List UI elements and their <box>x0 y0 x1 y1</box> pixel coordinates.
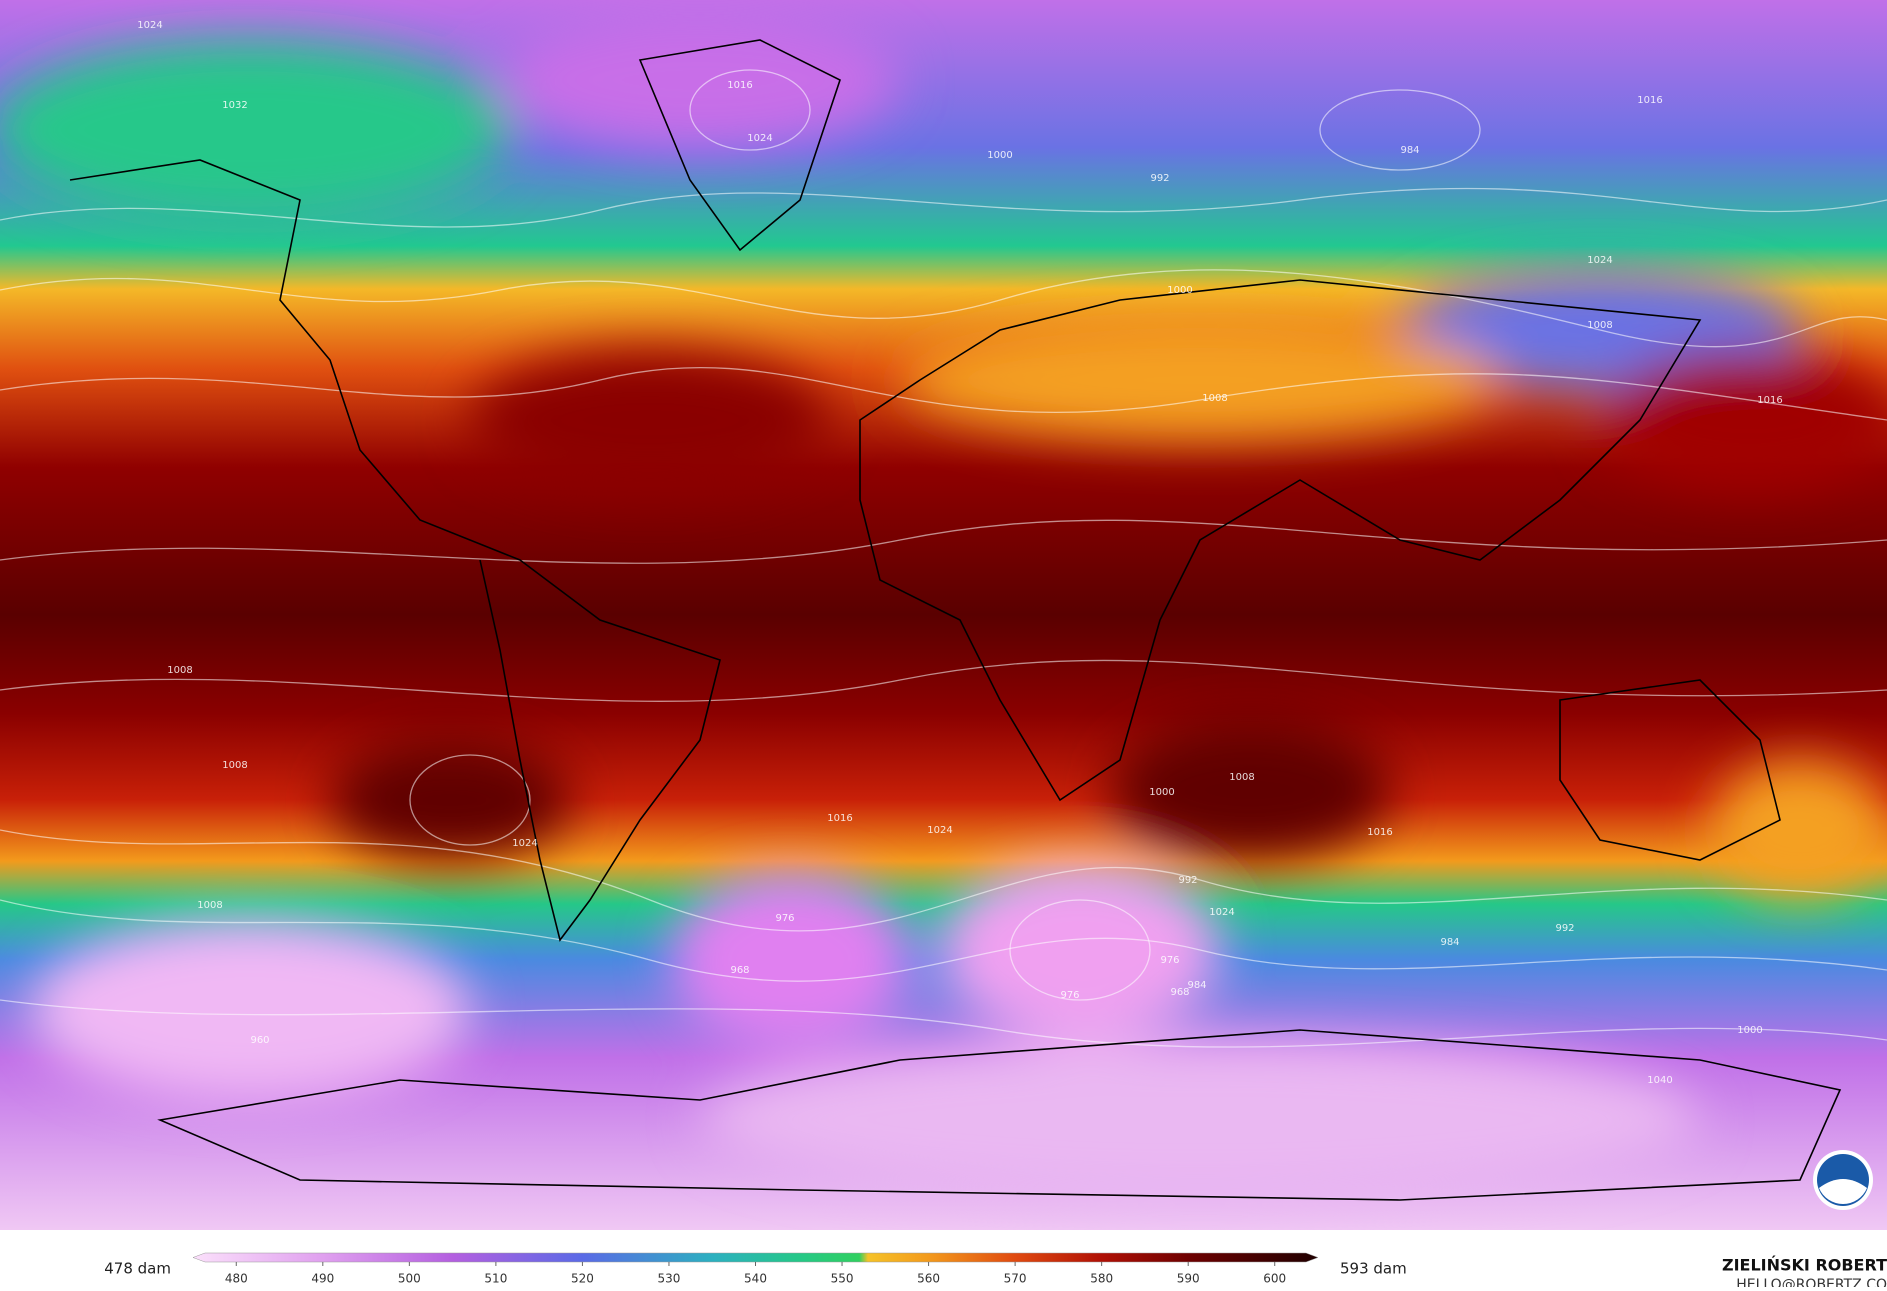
isobar-label: 976 <box>1160 955 1179 966</box>
isobar-label: 1032 <box>222 100 247 111</box>
isobar-label: 1016 <box>827 813 852 824</box>
isobar-label: 968 <box>1170 987 1189 998</box>
colorbar-tick-label: 600 <box>1263 1272 1286 1286</box>
colorbar-tick-label: 510 <box>484 1272 507 1286</box>
isobar-label: 1008 <box>222 760 247 771</box>
colorbar-tick-label: 560 <box>917 1272 940 1286</box>
isobar-label: 1000 <box>1149 787 1174 798</box>
isobar-label: 976 <box>1060 990 1079 1001</box>
colorbar-tick-label: 480 <box>225 1272 248 1286</box>
isobar-label: 1024 <box>747 133 772 144</box>
isobar-label: 1016 <box>1757 395 1782 406</box>
colorbar-tick-label: 490 <box>311 1272 334 1286</box>
isobar-label: 1024 <box>1209 907 1234 918</box>
isobar-label: 1000 <box>1167 285 1192 296</box>
isobars <box>0 69 1887 1048</box>
colorbar-tick-label: 520 <box>571 1272 594 1286</box>
colorbar-bar <box>192 1252 1319 1263</box>
isobar-label: 1008 <box>1229 772 1254 783</box>
isobar-label: 984 <box>1440 937 1459 948</box>
colorbar-min-label: 478 dam <box>104 1260 171 1278</box>
isobar-label: 992 <box>1150 173 1169 184</box>
isobar-label: 960 <box>250 1035 269 1046</box>
colorbar-tick-label: 570 <box>1004 1272 1027 1286</box>
isobar-label: 1000 <box>1737 1025 1762 1036</box>
isobar-label: 1016 <box>727 80 752 91</box>
isobar-label: 1016 <box>1637 95 1662 106</box>
isobar-label: 1008 <box>1202 393 1227 404</box>
isobar-label: 992 <box>1178 875 1197 886</box>
colorbar-tick-label: 530 <box>658 1272 681 1286</box>
email: HELLO@ROBERTZ.CO <box>1736 1277 1887 1287</box>
isobar-label: 1008 <box>167 665 192 676</box>
isobar-label: 968 <box>730 965 749 976</box>
isobar-label: 1024 <box>927 825 952 836</box>
isobar-label: 992 <box>1555 923 1574 934</box>
colorbar-tick-label: 550 <box>831 1272 854 1286</box>
colorbar-tick-label: 580 <box>1090 1272 1113 1286</box>
coastlines <box>69 39 1842 1201</box>
isobar-label: 984 <box>1187 980 1206 991</box>
isobar-label: 984 <box>1400 145 1419 156</box>
isobar-label: 1024 <box>137 20 162 31</box>
isobar-label: 1024 <box>512 838 537 849</box>
author: ZIELIŃSKI ROBERT <box>1722 1256 1887 1275</box>
noaa-logo <box>1813 1150 1873 1210</box>
isobar-label: 1008 <box>1587 320 1612 331</box>
isobar-label: 1000 <box>987 150 1012 161</box>
isobar-label: 1024 <box>1587 255 1612 266</box>
colorbar-tick-label: 500 <box>398 1272 421 1286</box>
isobar-label: 1016 <box>1367 827 1392 838</box>
isobar-label: 1008 <box>197 900 222 911</box>
map: 1024 1032 1016 1024 1008 1016 1000 992 984 1000 10… <box>0 0 1887 1230</box>
isobar-labels: 1024 1032 1016 1024 1008 1016 1000 992 984 1000 10… <box>137 20 1782 1086</box>
isobar-label: 976 <box>775 913 794 924</box>
colorbar: 480 490 500 510 520 530 540 550 560 570 580 590 600 <box>192 1252 1319 1286</box>
colorbar-tick-label: 590 <box>1177 1272 1200 1286</box>
colorbar-tick-label: 540 <box>744 1272 767 1286</box>
isobar-label: 1040 <box>1647 1075 1672 1086</box>
colorbar-max-label: 593 dam <box>1340 1260 1407 1278</box>
